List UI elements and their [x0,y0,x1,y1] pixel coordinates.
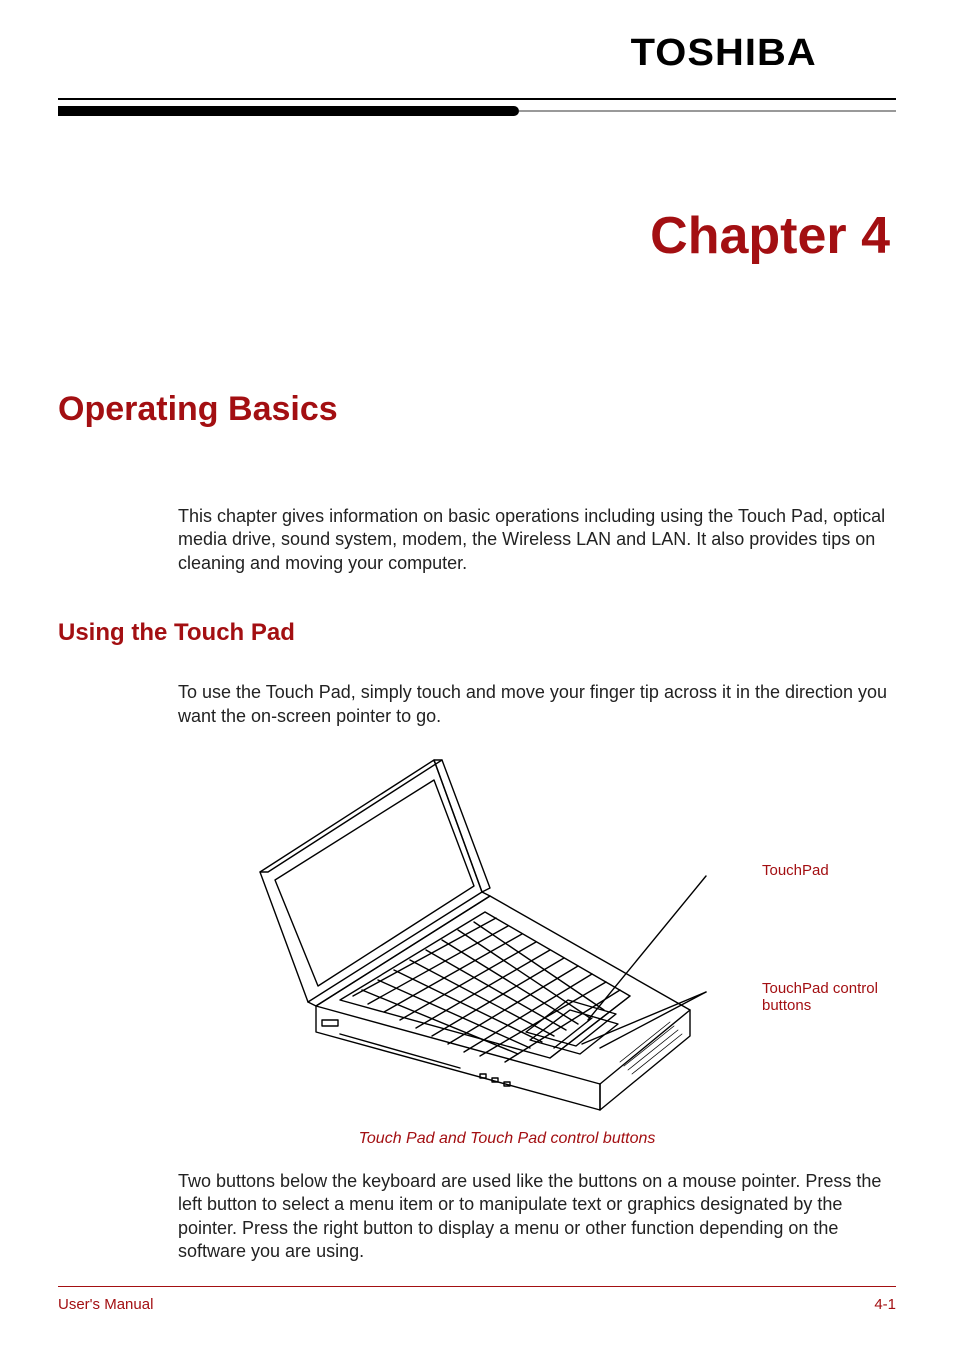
footer-right: 4-1 [874,1296,896,1313]
figure-callout-buttons: TouchPad control buttons [762,980,896,1014]
footer-left: User's Manual [58,1296,153,1313]
section-title: Operating Basics [58,390,896,429]
figure-caption: Touch Pad and Touch Pad control buttons [118,1130,896,1148]
chapter-title: Chapter 4 [58,206,890,266]
brand-logo: TOSHIBA [630,32,816,75]
subsection-title: Using the Touch Pad [58,619,896,647]
page-header: TOSHIBA [58,32,896,92]
header-rule-thin [58,98,896,100]
laptop-diagram [130,752,750,1112]
subsection-para-1: To use the Touch Pad, simply touch and m… [178,681,890,728]
page-footer: User's Manual 4-1 [58,1296,896,1313]
footer-rule [58,1286,896,1287]
header-rule-thick [58,106,896,118]
subsection-para-2: Two buttons below the keyboard are used … [178,1170,890,1264]
figure-touchpad: TouchPad TouchPad control buttons [178,752,896,1122]
figure-callout-touchpad: TouchPad [762,862,829,879]
section-intro: This chapter gives information on basic … [178,505,890,575]
